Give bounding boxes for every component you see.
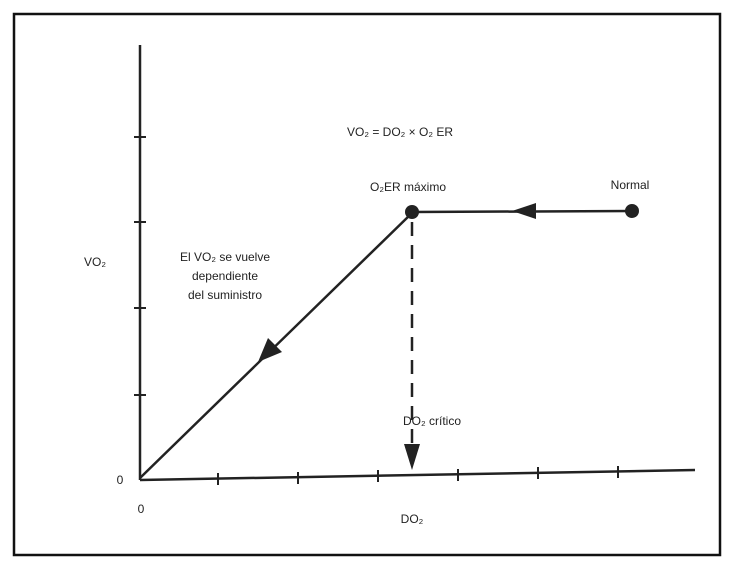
y-ticks xyxy=(134,136,146,396)
critical-arrow xyxy=(404,444,420,470)
y-origin: 0 xyxy=(117,473,124,487)
note-line: El VO₂ se vuelve xyxy=(180,250,270,264)
note-line: dependiente xyxy=(192,269,258,283)
note-line: del suministro xyxy=(188,288,262,302)
max-label: O₂ER máximo xyxy=(370,180,446,194)
equation: VO₂ = DO₂ × O₂ ER xyxy=(347,125,453,139)
x-axis xyxy=(139,468,696,482)
normal-point xyxy=(625,204,639,218)
normal-label: Normal xyxy=(611,178,650,192)
dependent-segment xyxy=(139,212,413,479)
frame xyxy=(12,12,722,557)
x-origin: 0 xyxy=(138,502,145,516)
x-ticks xyxy=(217,466,619,485)
max-point xyxy=(405,205,419,219)
arrow-down-left xyxy=(258,338,282,362)
x-axis-label: DO₂ xyxy=(401,512,424,526)
arrow-left xyxy=(512,203,536,219)
critical-label: DO₂ crítico xyxy=(403,414,461,428)
y-axis-label: VO₂ xyxy=(84,255,106,269)
